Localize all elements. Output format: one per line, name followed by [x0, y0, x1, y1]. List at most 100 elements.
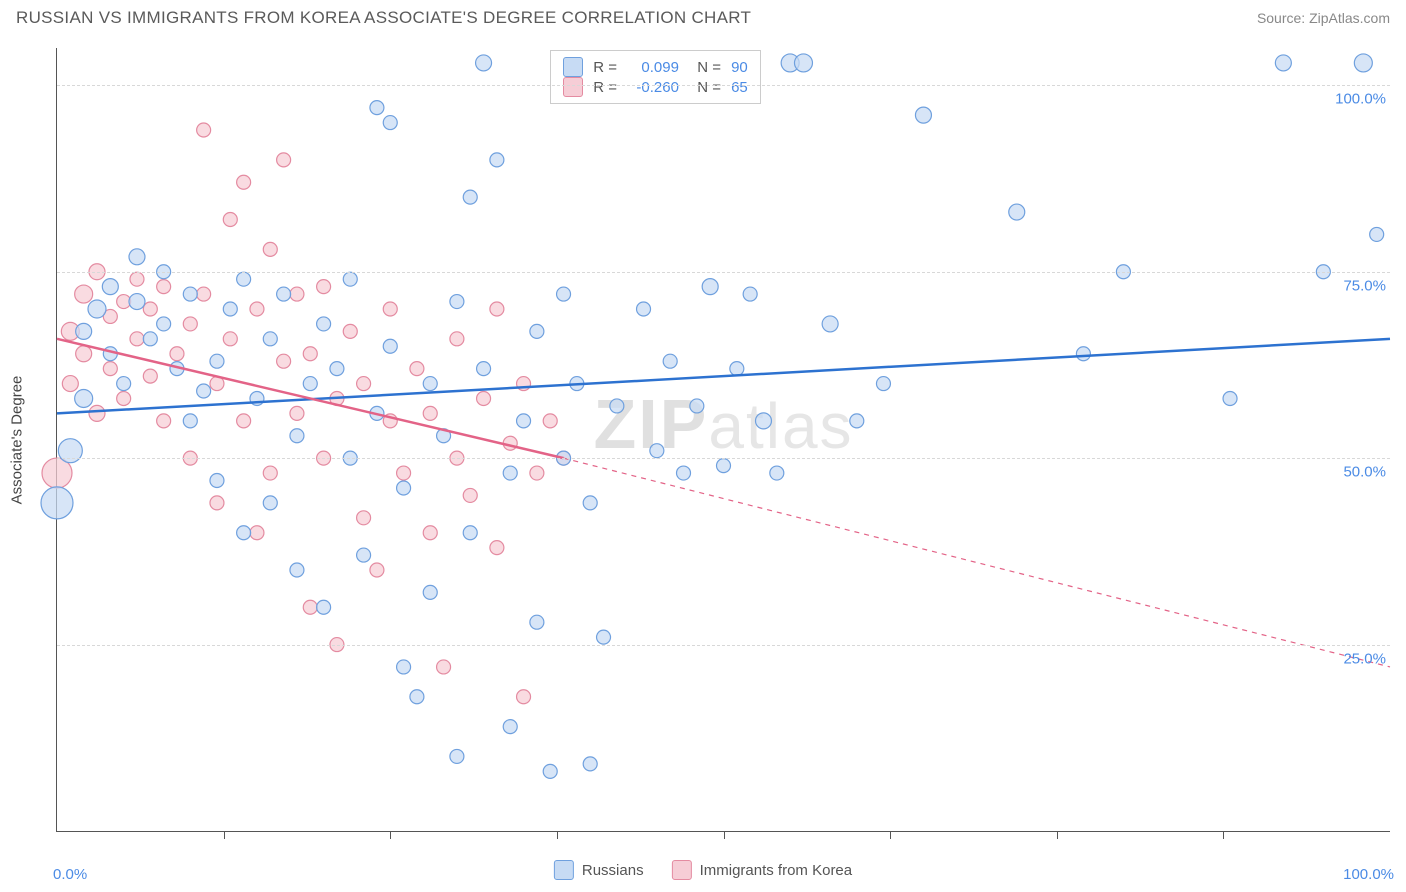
data-point — [277, 287, 291, 301]
data-point — [743, 287, 757, 301]
stats-legend: R = 0.099 N = 90 R = -0.260 N = 65 — [550, 50, 761, 104]
data-point — [423, 377, 437, 391]
x-tick — [224, 831, 225, 839]
data-point — [1275, 55, 1291, 71]
data-point — [1370, 227, 1384, 241]
trend-line — [57, 339, 1390, 414]
x-axis-min-label: 0.0% — [53, 866, 87, 883]
n-value: 65 — [731, 79, 748, 96]
x-tick — [1223, 831, 1224, 839]
data-point — [157, 317, 171, 331]
data-point — [157, 280, 171, 294]
data-point — [343, 272, 357, 286]
data-point — [370, 563, 384, 577]
scatter-svg — [57, 48, 1390, 831]
data-point — [130, 272, 144, 286]
data-point — [250, 526, 264, 540]
data-point — [129, 249, 145, 265]
y-tick-label: 25.0% — [1343, 650, 1392, 667]
data-point — [117, 391, 131, 405]
data-point — [637, 302, 651, 316]
data-point — [263, 242, 277, 256]
data-point — [303, 347, 317, 361]
data-point — [317, 600, 331, 614]
data-point — [223, 332, 237, 346]
gridline — [57, 272, 1390, 273]
chart-plot-area: Associate's Degree ZIPatlas R = 0.099 N … — [56, 48, 1390, 832]
data-point — [197, 384, 211, 398]
data-point — [463, 526, 477, 540]
data-point — [410, 690, 424, 704]
gridline — [57, 85, 1390, 86]
data-point — [143, 302, 157, 316]
data-point — [290, 406, 304, 420]
data-point — [597, 630, 611, 644]
data-point — [76, 323, 92, 339]
data-point — [183, 317, 197, 331]
data-point — [850, 414, 864, 428]
data-point — [343, 324, 357, 338]
x-tick — [557, 831, 558, 839]
data-point — [41, 487, 73, 519]
data-point — [730, 362, 744, 376]
data-point — [530, 324, 544, 338]
data-point — [76, 346, 92, 362]
data-point — [583, 757, 597, 771]
data-point — [1076, 347, 1090, 361]
data-point — [423, 526, 437, 540]
data-point — [503, 720, 517, 734]
legend-item: Russians — [554, 860, 644, 880]
data-point — [383, 339, 397, 353]
data-point — [450, 295, 464, 309]
data-point — [102, 279, 118, 295]
data-point — [75, 389, 93, 407]
data-point — [717, 459, 731, 473]
data-point — [463, 190, 477, 204]
data-point — [383, 302, 397, 316]
data-point — [317, 317, 331, 331]
data-point — [530, 466, 544, 480]
data-point — [117, 377, 131, 391]
data-point — [397, 660, 411, 674]
stats-legend-row: R = -0.260 N = 65 — [563, 77, 748, 97]
data-point — [277, 153, 291, 167]
data-point — [290, 429, 304, 443]
data-point — [517, 690, 531, 704]
data-point — [210, 354, 224, 368]
x-tick — [890, 831, 891, 839]
data-point — [476, 55, 492, 71]
chart-title: RUSSIAN VS IMMIGRANTS FROM KOREA ASSOCIA… — [16, 8, 751, 28]
data-point — [143, 369, 157, 383]
data-point — [130, 332, 144, 346]
data-point — [503, 466, 517, 480]
legend-label: Russians — [582, 862, 644, 879]
x-tick — [1057, 831, 1058, 839]
data-point — [210, 496, 224, 510]
data-point — [490, 541, 504, 555]
data-point — [397, 466, 411, 480]
data-point — [794, 54, 812, 72]
data-point — [223, 213, 237, 227]
n-value: 90 — [731, 59, 748, 76]
series-legend: Russians Immigrants from Korea — [554, 860, 852, 880]
data-point — [463, 488, 477, 502]
y-tick-label: 100.0% — [1335, 91, 1392, 108]
data-point — [383, 116, 397, 130]
data-point — [677, 466, 691, 480]
data-point — [490, 153, 504, 167]
data-point — [143, 332, 157, 346]
legend-label: Immigrants from Korea — [700, 862, 853, 879]
x-tick — [724, 831, 725, 839]
data-point — [755, 413, 771, 429]
data-point — [237, 175, 251, 189]
y-tick-label: 50.0% — [1343, 464, 1392, 481]
data-point — [530, 615, 544, 629]
data-point — [210, 474, 224, 488]
x-tick — [390, 831, 391, 839]
data-point — [1354, 54, 1372, 72]
legend-item: Immigrants from Korea — [672, 860, 853, 880]
data-point — [915, 107, 931, 123]
trend-line — [564, 458, 1390, 667]
data-point — [1009, 204, 1025, 220]
r-value: 0.099 — [627, 59, 679, 76]
